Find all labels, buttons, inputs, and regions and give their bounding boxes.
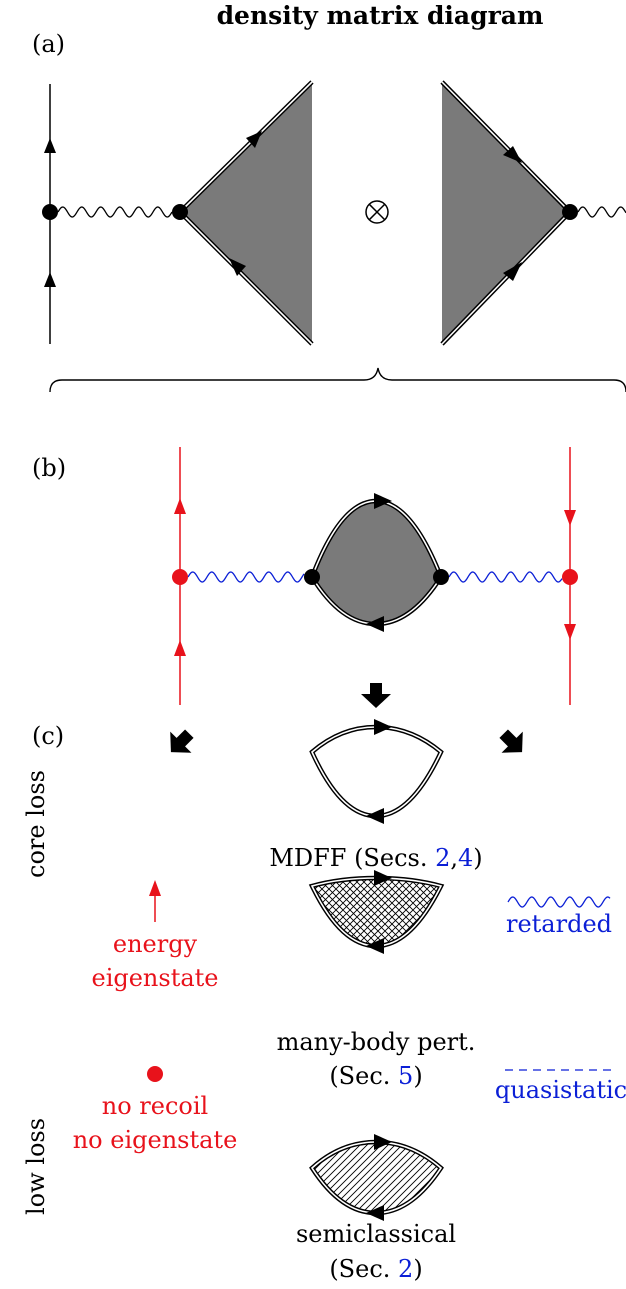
panel-c: MDFF (Secs. 2,4) many-body pert. (Sec. 5… <box>22 683 626 1283</box>
arrow-up-icon <box>149 880 161 896</box>
underbrace <box>49 367 626 393</box>
mdff-label: MDFF (Secs. 2,4) <box>269 844 482 872</box>
down-arrow-icon <box>361 683 391 708</box>
no-recoil-line1: no recoil <box>102 1092 208 1120</box>
vertex-dot <box>304 569 320 585</box>
panel-b <box>172 447 578 705</box>
energy-eigenstate-line1: energy <box>113 930 198 958</box>
photon-line <box>57 206 173 218</box>
vertex-dot-red <box>172 569 188 585</box>
low-loss-label: low loss <box>22 1118 50 1215</box>
arrow-icon <box>366 808 384 824</box>
arrow-icon <box>366 938 384 954</box>
photon-line-blue <box>448 571 563 583</box>
no-recoil-line2: no eigenstate <box>73 1126 238 1154</box>
arrow-up-icon <box>44 138 56 153</box>
down-right-arrow-icon <box>499 729 523 753</box>
shaded-loop-left <box>180 82 312 344</box>
empty-bubble <box>309 724 444 819</box>
shaded-bubble <box>309 498 444 627</box>
vertex-dot <box>42 204 58 220</box>
arrow-icon <box>246 131 262 148</box>
semiclassical-label-line1: semiclassical <box>296 1220 456 1248</box>
quasistatic-label: quasistatic <box>495 1076 626 1104</box>
arrow-up-icon <box>174 498 186 514</box>
energy-eigenstate-line2: eigenstate <box>91 964 218 992</box>
otimes-symbol <box>365 200 389 224</box>
arrow-down-icon <box>564 510 576 526</box>
vertex-dot <box>562 204 578 220</box>
panel-label-b: (b) <box>32 454 66 482</box>
retarded-wavy-icon <box>507 896 611 908</box>
photon-line-blue <box>187 571 305 583</box>
crosshatched-bubble <box>308 875 445 949</box>
hatched-bubble <box>309 1139 444 1216</box>
arrow-icon <box>374 493 392 509</box>
panel-label-a: (a) <box>32 30 65 58</box>
arrow-down-icon <box>564 624 576 640</box>
diagram-title: density matrix diagram <box>217 1 544 30</box>
red-dot-icon <box>147 1066 163 1082</box>
arrow-icon <box>229 258 246 276</box>
photon-line <box>577 206 626 218</box>
arrow-icon <box>503 146 522 163</box>
vertex-dot-red <box>562 569 578 585</box>
shaded-loop-right <box>442 82 570 344</box>
down-left-arrow-icon <box>170 729 194 753</box>
mbpt-label-line2: (Sec. 5) <box>329 1062 422 1090</box>
arrow-up-icon <box>44 272 56 287</box>
arrow-icon <box>366 616 384 632</box>
arrow-icon <box>503 262 522 281</box>
vertex-dot <box>433 569 449 585</box>
arrow-icon <box>374 870 392 886</box>
semiclassical-label-line2: (Sec. 2) <box>329 1255 422 1283</box>
arrow-up-icon <box>174 640 186 656</box>
core-loss-label: core loss <box>22 770 50 878</box>
arrow-icon <box>366 1205 384 1221</box>
arrow-icon <box>374 1134 392 1150</box>
vertex-dot <box>172 204 188 220</box>
panel-a <box>42 80 626 393</box>
mbpt-label-line1: many-body pert. <box>277 1028 476 1056</box>
arrow-icon <box>374 719 392 735</box>
retarded-label: retarded <box>506 910 612 938</box>
panel-label-c: (c) <box>32 722 64 750</box>
